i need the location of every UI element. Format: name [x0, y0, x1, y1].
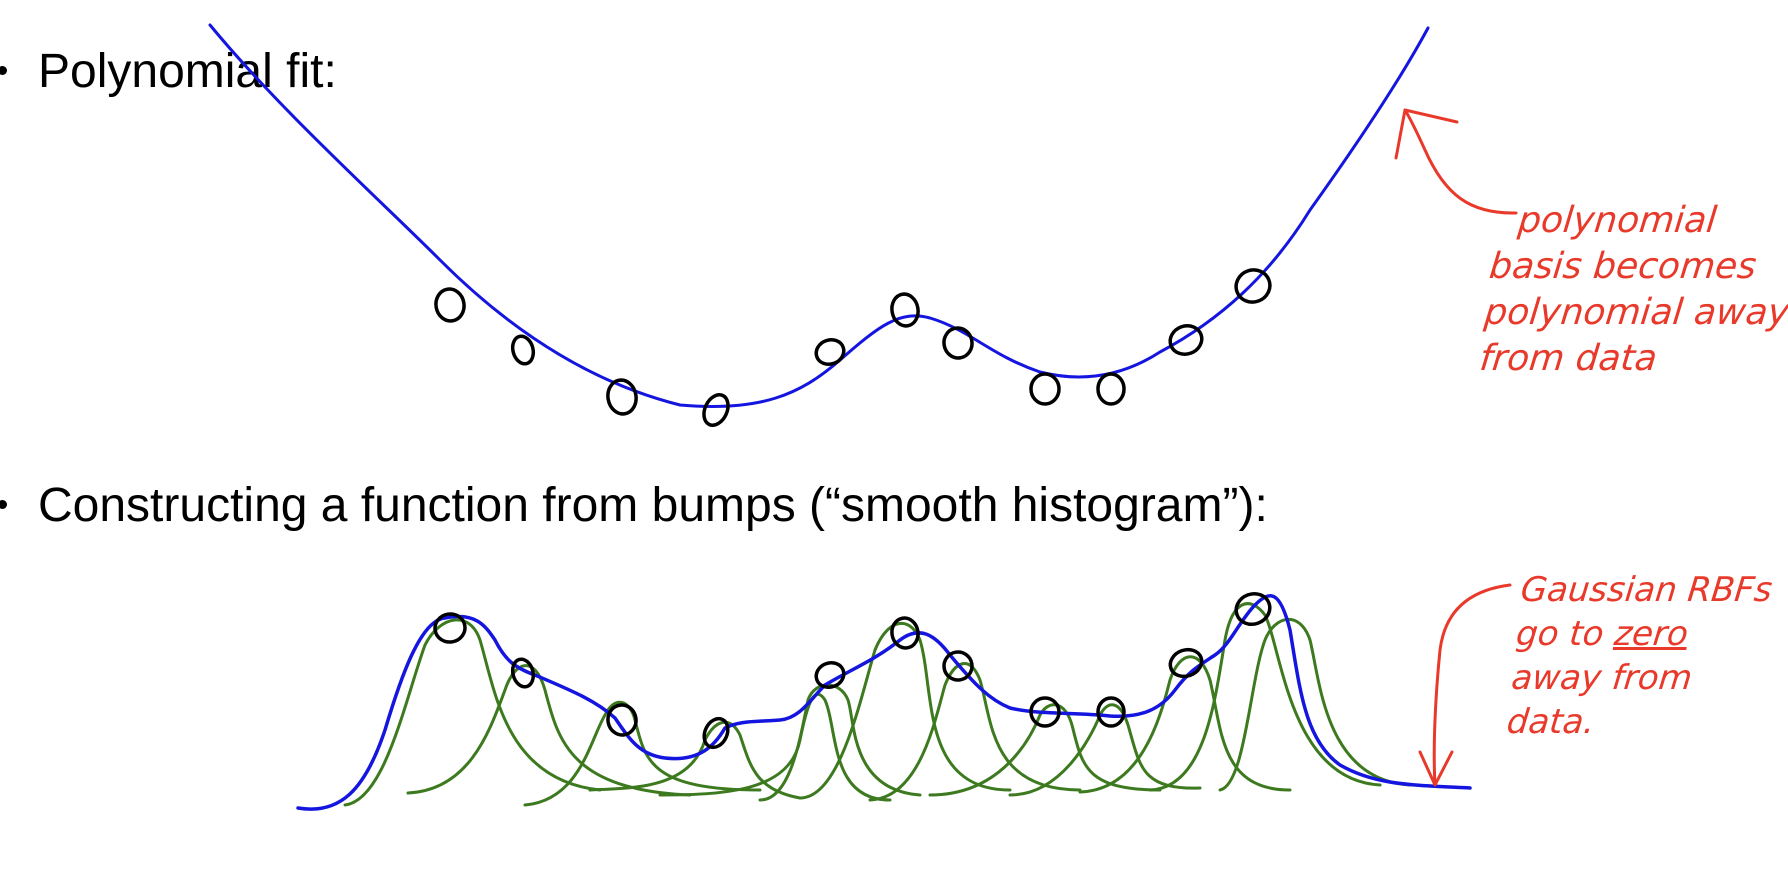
data-point-icon	[1096, 372, 1126, 406]
data-point-icon	[434, 287, 466, 323]
rbf-bump-curve	[758, 683, 922, 802]
data-point-icon	[1168, 324, 1204, 356]
data-point-icon	[890, 616, 920, 650]
bullet-bumps-text: Constructing a function from bumps (“smo…	[38, 479, 1268, 532]
rbf-bump-curve	[1218, 617, 1412, 792]
rbf-bump-curve	[1148, 602, 1382, 792]
annotation-line: polynomial	[1516, 200, 1719, 241]
data-point-icon	[606, 703, 638, 737]
data-point-icon	[702, 393, 730, 427]
rbf-bump-curve	[1008, 703, 1202, 797]
annotation-underlined-text: zero	[1612, 614, 1691, 654]
data-point-icon	[1096, 696, 1126, 728]
annotation-line: from data	[1477, 338, 1660, 379]
polynomial-fit-curve	[208, 23, 1430, 409]
annotation-line: away from	[1509, 658, 1695, 698]
annotation-line: Gaussian RBFs	[1518, 570, 1775, 610]
data-point-icon	[1234, 592, 1272, 626]
data-point-icon	[510, 657, 536, 689]
data-point-icon	[510, 334, 536, 366]
bullet-dot-icon	[0, 66, 7, 75]
annotation-line: basis becomes	[1487, 246, 1759, 287]
polynomial-arrow-icon	[1394, 108, 1518, 215]
rbf-bump-curve	[406, 664, 692, 797]
data-point-icon	[433, 612, 467, 644]
bullet-smooth-histogram: Constructing a function from bumps (“smo…	[0, 478, 1268, 533]
annotation-line: go to zero	[1514, 612, 1770, 656]
data-point-icon	[814, 337, 846, 367]
data-point-icon	[606, 378, 638, 416]
rbf-bump-curve	[798, 622, 1012, 800]
rbf-bump-curve	[1078, 655, 1292, 794]
rbf-bump-curve	[868, 662, 1082, 802]
rbf-data-points	[433, 592, 1272, 750]
bullet-dot-icon	[0, 500, 7, 509]
rbf-bump-curve	[588, 721, 802, 800]
gaussian-rbf-bumps	[343, 602, 1412, 807]
data-point-icon	[942, 326, 974, 360]
annotation-line: polynomial away	[1482, 292, 1788, 333]
polynomial-annotation: polynomial basis becomes polynomial away…	[1477, 198, 1788, 382]
data-point-icon	[1029, 696, 1061, 728]
data-point-icon	[1234, 268, 1272, 304]
annotation-line: data.	[1504, 702, 1597, 742]
bullet-polynomial-fit: Polynomial fit:	[0, 44, 337, 99]
data-point-icon	[1168, 647, 1204, 679]
data-point-icon	[814, 660, 846, 690]
rbf-bump-curve	[343, 618, 602, 807]
polynomial-data-points	[434, 268, 1272, 427]
data-point-icon	[942, 650, 974, 682]
data-point-icon	[702, 716, 730, 750]
data-point-icon	[1029, 372, 1061, 406]
rbf-bump-curve	[928, 703, 1162, 797]
data-point-icon	[890, 292, 920, 328]
rbf-annotation: Gaussian RBFs go to zero away from data.	[1505, 568, 1775, 744]
bullet-polynomial-text: Polynomial fit:	[38, 45, 337, 98]
rbf-arrow-icon	[1418, 583, 1512, 787]
annotation-text: go to	[1514, 614, 1617, 654]
